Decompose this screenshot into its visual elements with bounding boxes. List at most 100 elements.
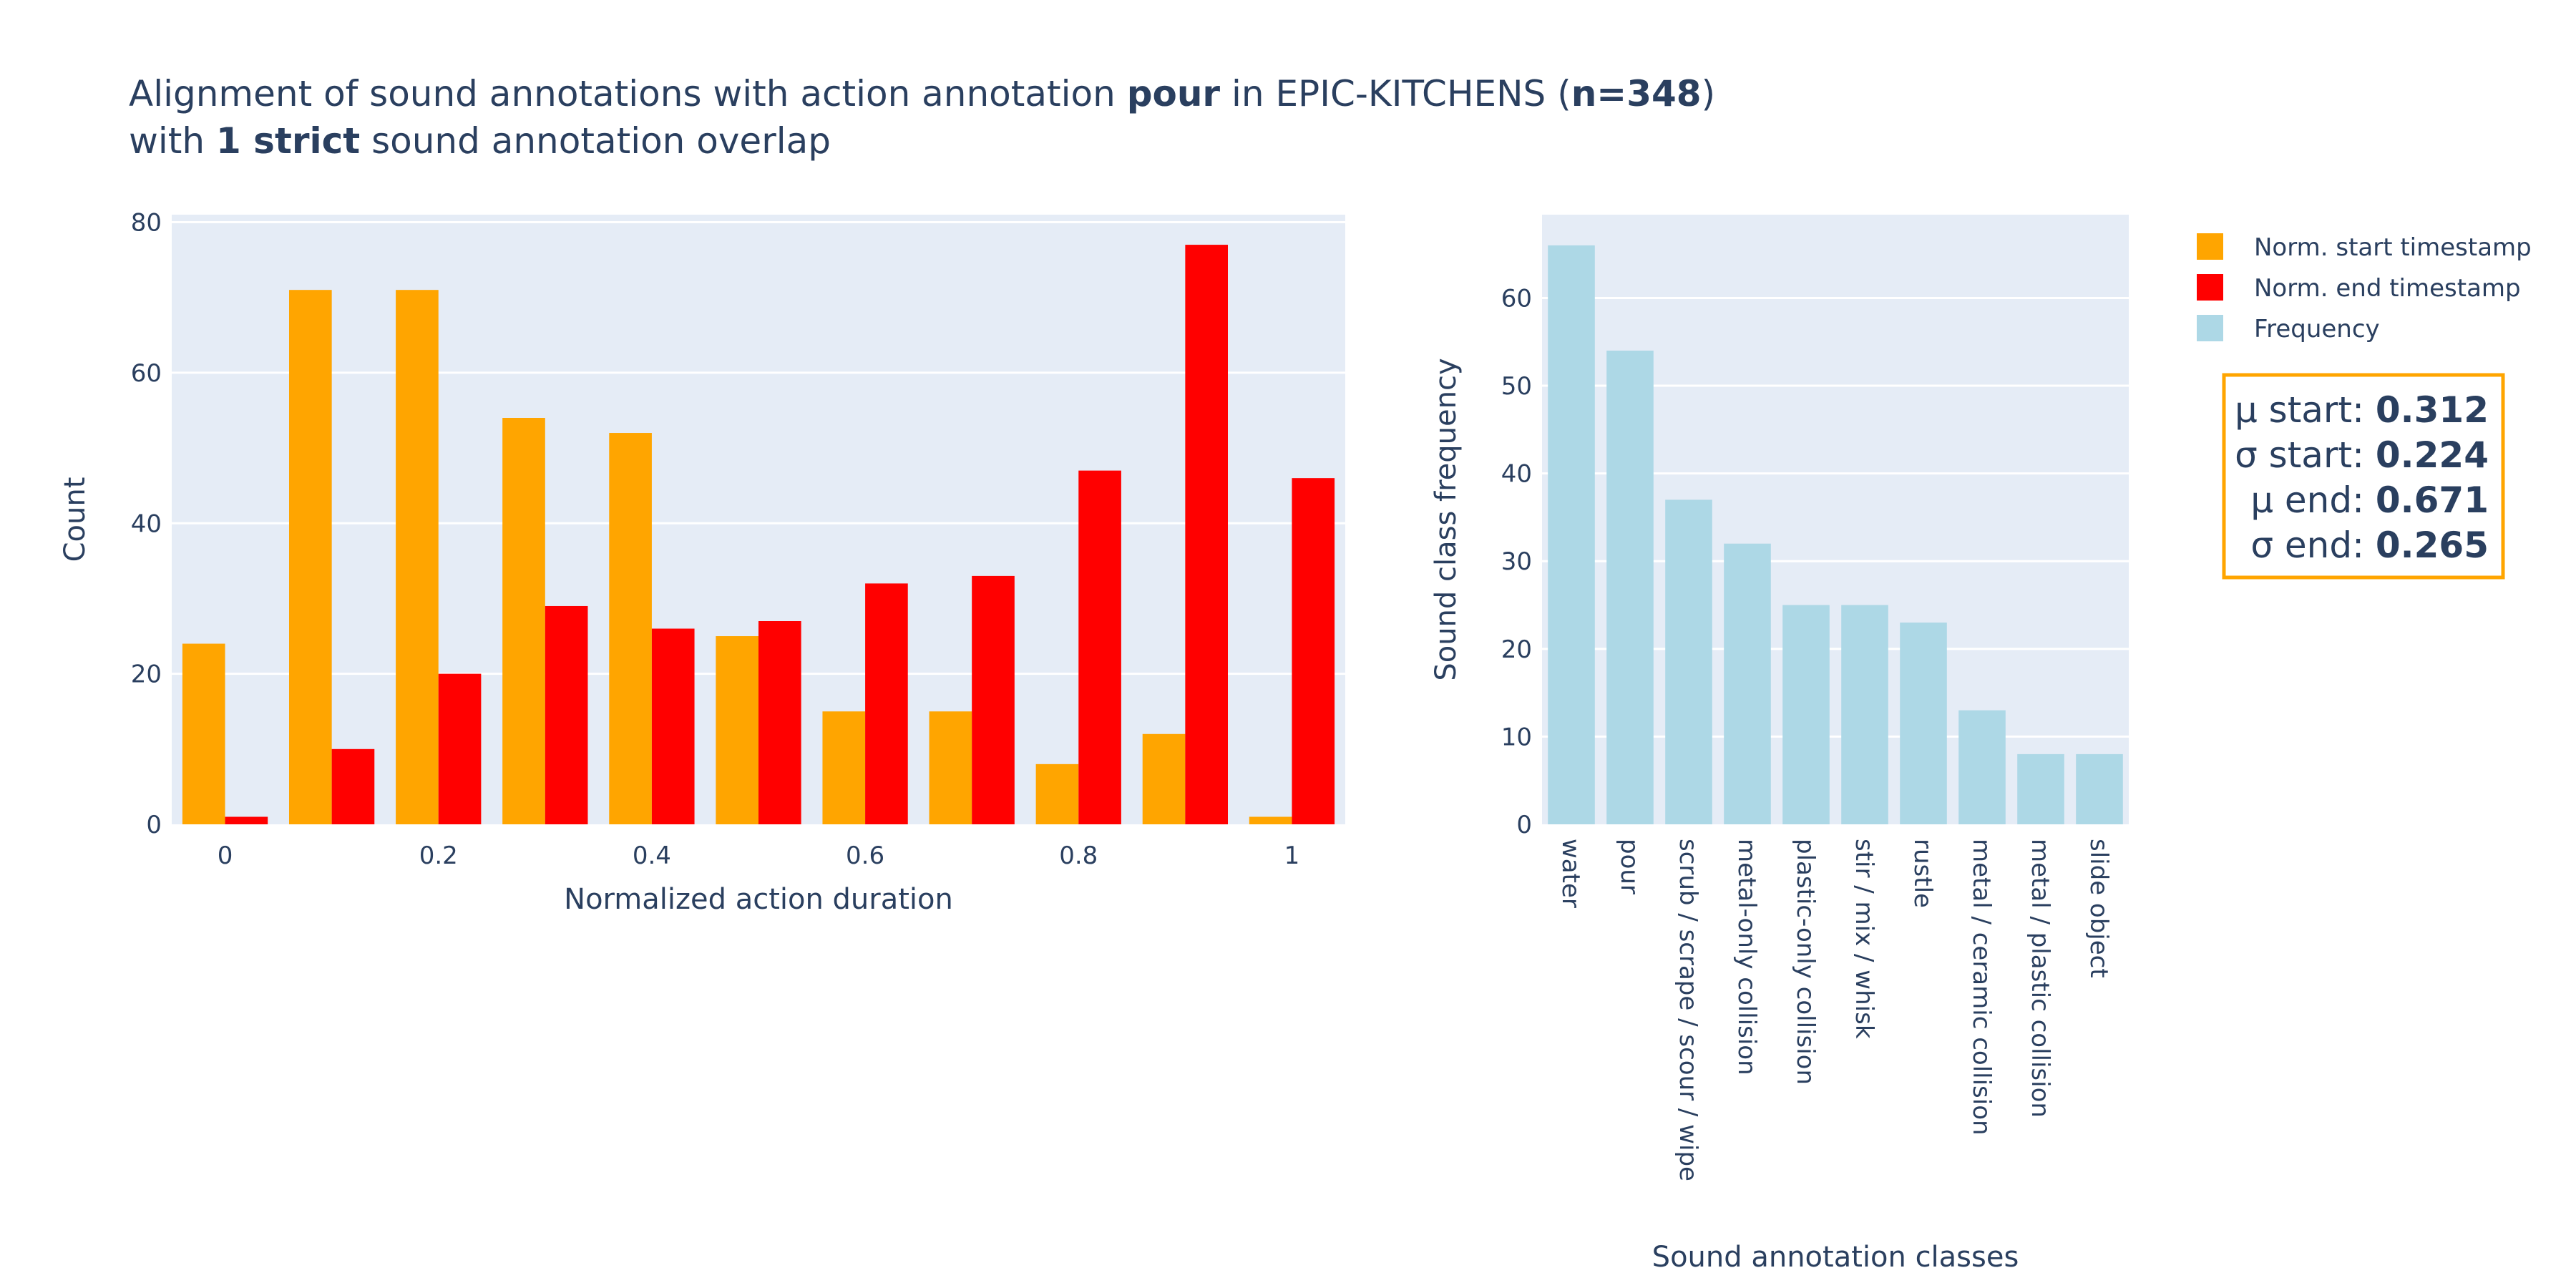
legend-item-2[interactable]: Frequency — [2197, 315, 2380, 343]
histogram-panel: 0 20 40 60 80 0 0.2 0.4 0.6 0.8 1 Normalized acti… — [59, 209, 1345, 916]
frequency-y-axis-title: Sound class frequency — [1430, 358, 1463, 680]
bar-start-1 — [289, 290, 332, 824]
histogram-y-tick-label: 80 — [131, 209, 162, 238]
histogram-x-tick-label: 0 — [218, 841, 233, 870]
frequency-bars — [1548, 245, 2123, 824]
bar-end-10 — [1292, 478, 1335, 824]
frequency-y-ticks: 0 10 20 30 40 50 60 — [1501, 284, 1532, 839]
stat-label: σ start: — [2235, 434, 2376, 476]
bar-end-0 — [225, 816, 268, 824]
frequency-y-tick-label: 20 — [1501, 635, 1532, 664]
legend-item-1[interactable]: Norm. end timestamp — [2197, 274, 2521, 303]
legend-item-0[interactable]: Norm. start timestamp — [2197, 233, 2532, 262]
bar-end-2 — [438, 673, 482, 824]
title-line-2-part-1: 1 strict — [216, 120, 360, 162]
frequency-y-tick-label: 40 — [1501, 460, 1532, 489]
chart-title-line-2: with 1 strict sound annotation overlap — [129, 120, 831, 162]
bar-end-3 — [545, 605, 588, 824]
stat-line-2: μ end: 0.671 — [2250, 479, 2489, 521]
bar-start-3 — [502, 418, 545, 824]
histogram-x-tick-label: 1 — [1284, 841, 1300, 870]
stat-label: μ end: — [2250, 479, 2376, 521]
title-line-2-part-0: with — [129, 120, 216, 162]
title-line-1-part-0: Alignment of sound annotations with acti… — [129, 73, 1127, 114]
frequency-x-tick-label: scrub / scrape / scour / wipe — [1674, 839, 1702, 1181]
stat-value: 0.224 — [2376, 434, 2489, 476]
histogram-x-tick-label: 0.4 — [633, 841, 671, 870]
frequency-x-tick-label: rustle — [1908, 839, 1937, 908]
frequency-y-tick-label: 60 — [1501, 284, 1532, 313]
stat-value: 0.312 — [2376, 389, 2489, 431]
frequency-x-tick-label: stir / mix / whisk — [1850, 839, 1878, 1039]
bar-end-6 — [865, 583, 908, 824]
histogram-bars — [182, 245, 1335, 824]
frequency-bar-1 — [1606, 351, 1654, 824]
bar-start-4 — [609, 433, 652, 824]
bar-end-8 — [1078, 470, 1121, 824]
frequency-x-tick-label: plastic-only collision — [1791, 839, 1820, 1085]
histogram-x-tick-label: 0.6 — [846, 841, 884, 870]
bar-start-9 — [1142, 733, 1186, 824]
frequency-x-axis-title: Sound annotation classes — [1652, 1241, 2019, 1274]
frequency-bar-4 — [1782, 605, 1830, 824]
bar-start-8 — [1035, 763, 1079, 824]
bar-end-4 — [651, 628, 695, 824]
title-line-1-part-2: in EPIC-KITCHENS ( — [1220, 73, 1571, 114]
histogram-y-ticks: 0 20 40 60 80 — [131, 209, 162, 839]
frequency-bar-3 — [1724, 543, 1771, 824]
legend-label: Norm. end timestamp — [2254, 274, 2521, 303]
legend[interactable]: Norm. start timestamp Norm. end timestamp… — [2197, 233, 2532, 343]
bar-end-5 — [758, 621, 801, 824]
frequency-bar-8 — [2017, 753, 2064, 824]
title-line-1-part-4: ) — [1702, 73, 1716, 114]
frequency-bar-9 — [2076, 753, 2123, 824]
stat-line-0: μ start: 0.312 — [2235, 389, 2489, 431]
bar-start-10 — [1249, 816, 1292, 824]
frequency-bar-6 — [1900, 623, 1947, 824]
title-line-1-part-1: pour — [1127, 73, 1221, 114]
legend-label: Norm. start timestamp — [2254, 233, 2532, 262]
stat-label: μ start: — [2235, 389, 2376, 431]
frequency-y-tick-label: 0 — [1516, 811, 1532, 839]
bar-start-6 — [822, 711, 866, 824]
legend-swatch — [2197, 315, 2223, 341]
stat-value: 0.671 — [2376, 479, 2489, 521]
bar-start-0 — [182, 643, 225, 824]
frequency-x-tick-label: slide object — [2084, 839, 2113, 978]
title-line-1-part-3: n=348 — [1571, 73, 1702, 114]
bar-start-2 — [396, 290, 439, 824]
bar-start-7 — [929, 711, 972, 824]
frequency-x-tick-label: water — [1556, 839, 1585, 908]
histogram-x-tick-label: 0.8 — [1059, 841, 1098, 870]
histogram-y-tick-label: 40 — [131, 509, 162, 538]
frequency-x-tick-label: pour — [1615, 839, 1644, 894]
bar-end-9 — [1185, 245, 1228, 824]
stat-line-1: σ start: 0.224 — [2235, 434, 2489, 476]
stat-value: 0.265 — [2376, 525, 2489, 566]
histogram-x-axis-title: Normalized action duration — [564, 883, 953, 916]
histogram-y-tick-label: 20 — [131, 660, 162, 689]
frequency-y-tick-label: 10 — [1501, 723, 1532, 751]
legend-swatch — [2197, 233, 2223, 260]
frequency-panel: 0 10 20 30 40 50 60 water pour scrub / scrape / … — [1430, 215, 2129, 1274]
bar-start-5 — [716, 636, 758, 824]
bar-end-7 — [972, 575, 1015, 824]
histogram-gridlines — [172, 221, 1345, 675]
legend-swatch — [2197, 274, 2223, 301]
histogram-x-tick-label: 0.2 — [419, 841, 458, 870]
chart-title-line-1: Alignment of sound annotations with acti… — [129, 73, 1715, 114]
stat-line-3: σ end: 0.265 — [2250, 525, 2489, 566]
frequency-bar-5 — [1841, 605, 1888, 824]
title-line-2-part-2: sound annotation overlap — [360, 120, 831, 162]
frequency-x-tick-label: metal-only collision — [1732, 839, 1761, 1075]
histogram-y-tick-label: 0 — [146, 811, 162, 839]
histogram-x-ticks: 0 0.2 0.4 0.6 0.8 1 — [218, 841, 1300, 870]
stat-label: σ end: — [2250, 525, 2376, 566]
frequency-bar-0 — [1548, 245, 1595, 824]
legend-label: Frequency — [2254, 315, 2380, 343]
statistics-box-border — [2222, 373, 2505, 580]
frequency-x-tick-label: metal / plastic collision — [2026, 839, 2054, 1118]
frequency-bar-7 — [1958, 710, 2006, 824]
